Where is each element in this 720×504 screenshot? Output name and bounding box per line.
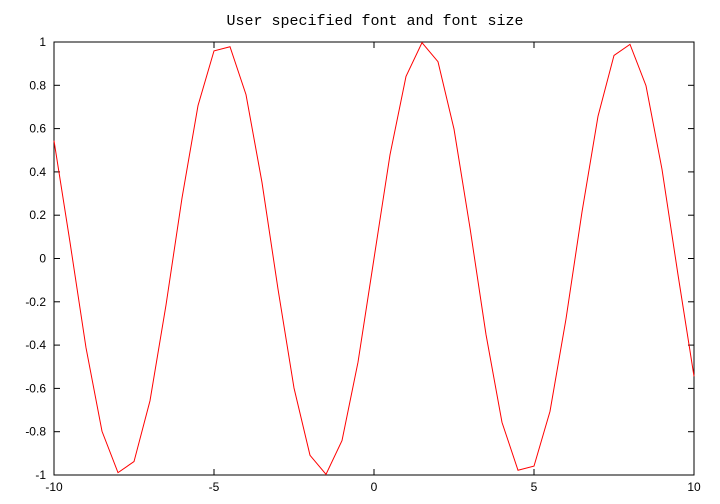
series-group — [53, 41, 695, 476]
y-tick-label: 0 — [39, 252, 46, 266]
x-axis: -10 -5 0 5 10 — [45, 42, 701, 494]
x-tick-label: -10 — [45, 480, 63, 494]
y-tick-label: -0.8 — [25, 425, 46, 439]
chart-title: User specified font and font size — [226, 13, 523, 30]
y-tick-label: -1 — [35, 468, 46, 482]
y-tick-label: 0.8 — [29, 78, 46, 92]
y-tick-label: 0.4 — [29, 165, 46, 179]
y-tick-label: 0.2 — [29, 208, 46, 222]
y-tick-label: -0.6 — [25, 381, 46, 395]
x-tick-label: 10 — [687, 480, 701, 494]
y-tick-label: 0.6 — [29, 122, 46, 136]
series-line — [53, 41, 695, 476]
x-tick-label: -5 — [209, 480, 220, 494]
y-axis: -1 -0.8 -0.6 -0.4 -0.2 0 0.2 0.4 0.6 0.8 1 — [25, 35, 694, 482]
x-tick-label: 5 — [531, 480, 538, 494]
y-tick-label: -0.4 — [25, 338, 46, 352]
y-tick-label: 1 — [39, 35, 46, 49]
x-tick-label: 0 — [371, 480, 378, 494]
y-tick-label: -0.2 — [25, 295, 46, 309]
